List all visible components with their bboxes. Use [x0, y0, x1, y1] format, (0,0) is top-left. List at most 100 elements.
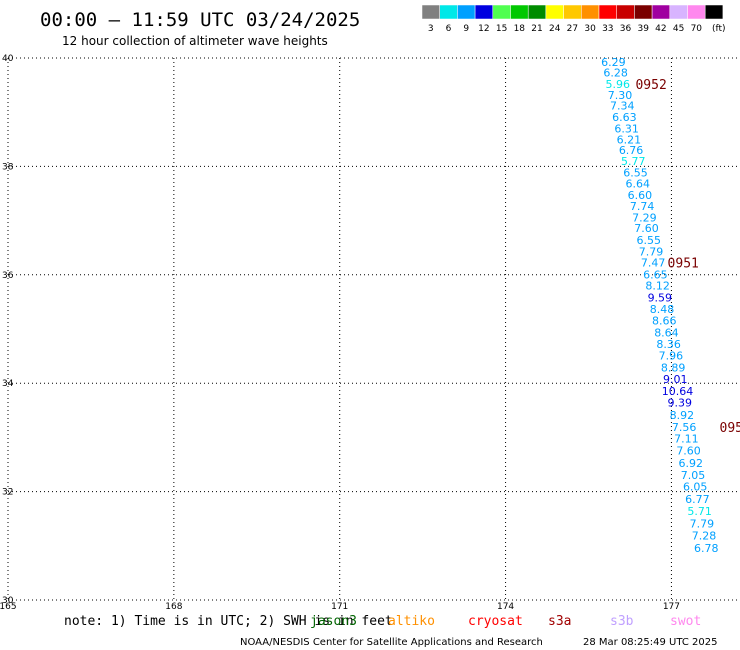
legend-swatch	[563, 4, 582, 20]
swh-value: 8.66	[652, 314, 677, 327]
y-tick-label: 32	[2, 488, 13, 498]
y-tick-label: 40	[2, 54, 14, 64]
legend-swatch	[527, 4, 547, 20]
legend-swatch	[439, 4, 458, 20]
swh-value: 6.64	[625, 178, 650, 191]
legend-swatch	[598, 4, 617, 20]
swh-value: 7.34	[610, 100, 635, 113]
swh-value: 7.47	[641, 256, 666, 269]
color-legend: 3 6 9 12 15 18 21 24 27 30 33 36 39 42 45 70	[421, 4, 724, 34]
y-tick-label: 36	[2, 271, 14, 281]
legend-swatch	[704, 4, 724, 20]
legend-label: 33	[602, 24, 613, 34]
pass-time-label: 0952	[635, 78, 666, 93]
legend-label: 3	[428, 24, 434, 34]
satellite-name: cryosat	[468, 614, 523, 629]
chart-title: 00:00 – 11:59 UTC 03/24/2025	[40, 9, 360, 31]
swh-value: 7.60	[676, 444, 701, 457]
legend-swatch	[510, 4, 529, 20]
swh-value: 6.31	[614, 122, 639, 135]
swh-value: 6.63	[612, 111, 637, 124]
swh-value: 6.05	[683, 481, 708, 494]
swh-value: 9.39	[667, 397, 692, 410]
legend-swatch	[545, 4, 564, 20]
legend-swatch	[634, 4, 653, 20]
swh-value: 6.60	[628, 189, 653, 202]
swh-value: 10.64	[662, 385, 694, 398]
legend-label: 39	[637, 24, 649, 34]
swh-value: 7.05	[681, 469, 706, 482]
swh-value: 7.79	[639, 245, 664, 258]
satellite-name: s3b	[610, 614, 634, 629]
satellite-name: swot	[670, 614, 701, 629]
y-tick-label: 30	[2, 596, 14, 606]
swh-value: 6.65	[643, 268, 668, 281]
legend-label: 12	[478, 24, 489, 34]
swh-value: 5.96	[606, 78, 631, 91]
legend-label: 15	[496, 24, 507, 34]
legend-label: 36	[620, 24, 632, 34]
legend-label: 6	[446, 24, 452, 34]
legend-label: 18	[514, 24, 526, 34]
swh-value: 8.12	[645, 280, 670, 293]
swh-value: 9.01	[663, 373, 688, 386]
satellite-name: altiko	[388, 614, 435, 629]
y-tick-label: 34	[2, 379, 14, 389]
footer-note: note: 1) Time is in UTC; 2) SWH is in fe…	[64, 614, 393, 629]
legend-label: 30	[584, 24, 596, 34]
legend-unit: (ft)	[712, 24, 726, 34]
legend-swatch	[581, 4, 600, 20]
legend-swatch	[421, 4, 440, 20]
legend-label: 9	[463, 24, 469, 34]
wave-height-points: 6.296.285.967.307.346.636.316.216.765.77…	[601, 56, 718, 555]
swh-value: 6.76	[619, 144, 644, 157]
swh-value: 7.79	[690, 518, 715, 531]
legend-swatch	[616, 4, 635, 20]
legend-swatch	[651, 4, 671, 20]
legend-label: 21	[531, 24, 542, 34]
swh-value: 7.29	[632, 211, 657, 224]
y-tick-label: 38	[2, 162, 14, 172]
satellite-name: s3a	[548, 614, 571, 629]
satellite-legend: jason3 altiko cryosat s3a s3b swot	[310, 614, 701, 629]
swh-value: 5.77	[621, 155, 646, 168]
swh-value: 8.89	[661, 361, 686, 374]
swh-value: 8.92	[670, 409, 695, 422]
swh-value: 6.29	[601, 56, 626, 69]
legend-swatch	[457, 4, 476, 20]
pass-time-label: 0951	[668, 256, 699, 271]
satellite-name: jason3	[310, 614, 357, 629]
swh-value: 6.78	[694, 542, 719, 555]
legend-label: 70	[691, 24, 703, 34]
pass-time-labels: 0952095109500949	[635, 78, 740, 436]
swh-value: 8.48	[650, 303, 675, 316]
legend-label: 27	[567, 24, 578, 34]
swh-value: 6.77	[685, 493, 710, 506]
swh-value: 6.55	[623, 166, 648, 179]
credit-line: NOAA/NESDIS Center for Satellite Applica…	[240, 637, 543, 648]
x-tick-label: 177	[663, 602, 680, 612]
swh-value: 7.60	[634, 222, 659, 235]
swh-value: 8.36	[656, 338, 681, 351]
legend-swatch	[474, 4, 494, 20]
swh-value: 7.30	[608, 89, 633, 102]
legend-swatch	[669, 4, 688, 20]
x-tick-label: 174	[497, 602, 514, 612]
chart-subtitle: 12 hour collection of altimeter wave hei…	[62, 34, 328, 48]
swh-value: 7.11	[674, 432, 699, 445]
pass-time-label: 0950	[720, 421, 740, 436]
swh-value: 6.92	[679, 457, 704, 470]
swh-value: 7.56	[672, 421, 697, 434]
axis-ticks: 165 168 171 174 177 30 32 34 36 38 40	[0, 54, 680, 612]
x-tick-label: 168	[165, 602, 182, 612]
legend-label: 24	[549, 24, 561, 34]
legend-label: 42	[655, 24, 666, 34]
swh-value: 6.55	[637, 234, 662, 247]
x-tick-label: 165	[0, 602, 17, 612]
swh-value: 7.28	[692, 530, 717, 543]
legend-swatch	[492, 4, 511, 20]
swh-value: 6.21	[617, 133, 642, 146]
swh-value: 7.96	[659, 350, 684, 363]
legend-swatch	[687, 4, 706, 20]
